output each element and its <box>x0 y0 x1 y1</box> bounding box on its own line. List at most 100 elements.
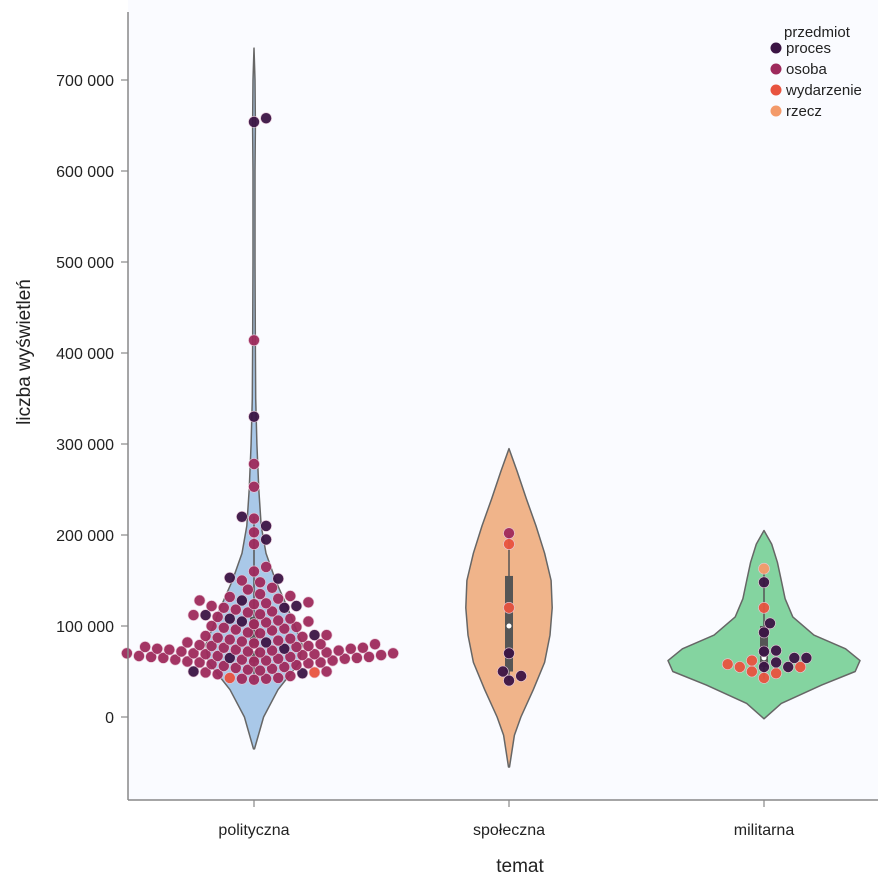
y-tick-label: 0 <box>105 710 114 727</box>
point-osoba <box>272 592 285 605</box>
point-osoba <box>211 650 224 662</box>
point-osoba <box>320 665 333 678</box>
point-proces <box>278 601 291 614</box>
point-osoba <box>211 611 224 623</box>
point-osoba <box>278 622 291 635</box>
point-proces <box>248 116 260 128</box>
point-osoba <box>187 609 200 621</box>
point-proces <box>236 594 248 607</box>
point-wydarzenie <box>721 658 734 671</box>
point-wydarzenie <box>733 661 746 673</box>
point-proces <box>503 647 515 660</box>
legend-marker-osoba <box>770 63 782 75</box>
point-osoba <box>193 594 206 607</box>
point-osoba <box>248 565 260 578</box>
point-osoba <box>199 630 212 642</box>
point-proces <box>236 615 248 628</box>
point-proces <box>800 652 813 664</box>
point-osoba <box>260 597 272 610</box>
point-osoba <box>151 642 163 655</box>
y-tick-label: 100 000 <box>56 619 114 636</box>
point-osoba <box>290 621 303 633</box>
point-osoba <box>248 618 260 631</box>
point-osoba <box>326 654 339 667</box>
point-proces <box>782 661 795 673</box>
point-osoba <box>284 590 297 602</box>
point-osoba <box>205 600 218 612</box>
y-ticks: 0 100 000 200 000 300 000 400 000 500 000 600 … <box>56 73 128 727</box>
box-median <box>506 623 512 629</box>
point-osoba <box>248 526 260 539</box>
point-osoba <box>242 645 254 658</box>
legend-title: przedmiot <box>784 24 851 41</box>
point-osoba <box>199 648 212 661</box>
point-proces <box>224 571 236 584</box>
legend-marker-proces <box>770 42 782 54</box>
point-proces <box>758 626 770 639</box>
legend-label-proces: proces <box>786 40 831 57</box>
y-tick-label: 400 000 <box>56 346 114 363</box>
legend: przedmiot proces osoba wydarzenie rzecz <box>770 24 862 120</box>
x-ticks: polityczna społeczna militarna <box>218 800 794 839</box>
point-proces <box>770 656 782 669</box>
x-tick-label: polityczna <box>218 822 289 839</box>
point-wydarzenie <box>758 601 770 614</box>
point-osoba <box>248 538 260 550</box>
point-osoba <box>266 624 278 637</box>
point-osoba <box>230 603 242 616</box>
point-osoba <box>236 635 248 648</box>
point-proces <box>248 410 260 423</box>
point-osoba <box>242 583 254 596</box>
point-osoba <box>248 512 260 525</box>
point-proces <box>758 645 770 658</box>
point-osoba <box>230 643 242 656</box>
point-osoba <box>503 527 515 540</box>
point-osoba <box>363 651 375 663</box>
point-wydarzenie <box>794 661 807 673</box>
point-osoba <box>272 652 285 665</box>
point-osoba <box>284 651 297 663</box>
point-proces <box>278 642 291 655</box>
point-wydarzenie <box>746 665 758 678</box>
point-proces <box>260 112 272 124</box>
point-osoba <box>357 641 369 654</box>
point-osoba <box>302 640 315 652</box>
point-osoba <box>181 655 194 668</box>
point-osoba <box>254 646 266 659</box>
point-osoba <box>236 574 248 587</box>
point-osoba <box>290 641 303 653</box>
point-wydarzenie <box>770 667 782 680</box>
point-osoba <box>169 653 182 666</box>
x-axis-title: temat <box>496 856 544 877</box>
point-wydarzenie <box>503 538 515 550</box>
point-osoba <box>205 658 218 671</box>
swarm-points <box>121 112 813 687</box>
y-tick-label: 700 000 <box>56 73 114 90</box>
y-axis-title: liczba wyświetleń <box>14 279 35 425</box>
point-proces <box>290 600 303 612</box>
point-proces <box>497 665 509 678</box>
point-osoba <box>272 634 285 647</box>
point-proces <box>503 674 515 687</box>
point-osoba <box>314 638 327 651</box>
point-proces <box>224 652 236 664</box>
point-proces <box>272 572 285 585</box>
point-osoba <box>290 659 303 671</box>
point-osoba <box>266 662 278 675</box>
point-osoba <box>193 656 206 669</box>
point-osoba <box>242 626 254 639</box>
point-osoba <box>260 654 272 667</box>
point-wydarzenie <box>224 672 236 684</box>
point-osoba <box>218 641 230 654</box>
legend-label-rzecz: rzecz <box>786 103 822 120</box>
point-proces <box>758 576 770 589</box>
point-osoba <box>193 639 206 651</box>
point-osoba <box>163 643 176 656</box>
point-osoba <box>218 621 230 634</box>
point-proces <box>788 652 801 664</box>
point-osoba <box>218 601 230 614</box>
point-osoba <box>145 651 157 663</box>
point-osoba <box>266 581 278 594</box>
point-rzecz <box>758 562 770 575</box>
